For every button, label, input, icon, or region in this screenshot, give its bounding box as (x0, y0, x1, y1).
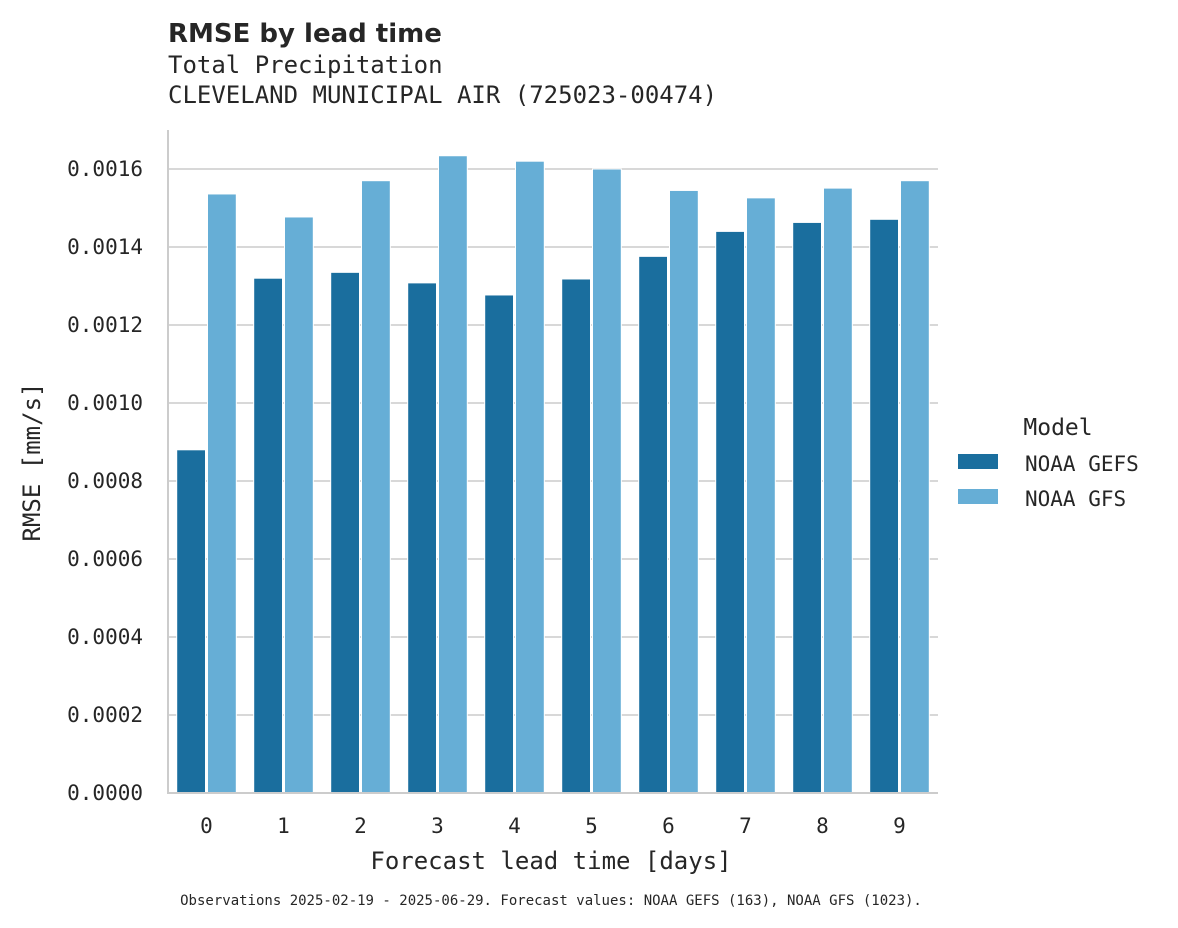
bar-noaa-gfs-6 (669, 189, 699, 794)
bar-noaa-gfs-0 (207, 193, 237, 794)
bar-noaa-gefs-4 (484, 294, 515, 794)
x-tick-label: 2 (354, 814, 367, 838)
y-tick-labels: 0.0000 0.0002 0.0004 0.0006 0.0008 0.0010 0.00… (67, 157, 143, 805)
bar-noaa-gfs-3 (438, 155, 468, 794)
y-tick-label: 0.0008 (67, 469, 143, 493)
bar-noaa-gfs-9 (900, 180, 930, 794)
chart-subtitle-variable: Total Precipitation (168, 51, 443, 79)
bar-noaa-gfs-2 (361, 180, 391, 794)
bar-noaa-gefs-9 (869, 218, 900, 794)
x-tick-label: 4 (508, 814, 521, 838)
x-tick-label: 3 (431, 814, 444, 838)
x-tick-label: 9 (893, 814, 906, 838)
x-tick-label: 0 (200, 814, 213, 838)
y-tick-label: 0.0016 (67, 157, 143, 181)
legend-label-noaa-gfs: NOAA GFS (1025, 487, 1126, 511)
y-tick-label: 0.0006 (67, 547, 143, 571)
bar-noaa-gfs-1 (284, 216, 314, 794)
y-tick-label: 0.0010 (67, 391, 143, 415)
footnote: Observations 2025-02-19 - 2025-06-29. Fo… (180, 893, 922, 909)
bar-noaa-gefs-3 (407, 282, 438, 794)
bar-noaa-gefs-5 (561, 278, 592, 794)
x-tick-label: 8 (816, 814, 829, 838)
y-axis-label: RMSE [mm/s] (18, 383, 46, 542)
y-tick-label: 0.0002 (67, 703, 143, 727)
x-tick-label: 1 (277, 814, 290, 838)
x-tick-label: 6 (662, 814, 675, 838)
legend-label-noaa-gefs: NOAA GEFS (1025, 452, 1139, 476)
y-tick-label: 0.0012 (67, 313, 143, 337)
bar-noaa-gfs-4 (515, 160, 545, 794)
y-tick-label: 0.0000 (67, 781, 143, 805)
legend: Model NOAA GEFS NOAA GFS (958, 415, 1139, 511)
x-tick-label: 7 (739, 814, 752, 838)
x-tick-labels: 0 1 2 3 4 5 6 7 8 9 (200, 814, 906, 838)
bar-noaa-gfs-5 (592, 168, 622, 794)
bar-noaa-gefs-8 (792, 221, 823, 794)
gridlines (168, 168, 938, 716)
bar-noaa-gefs-0 (176, 449, 206, 794)
chart-title: RMSE by lead time (168, 19, 442, 49)
x-tick-label: 5 (585, 814, 598, 838)
bar-noaa-gefs-7 (715, 230, 746, 794)
bars (176, 155, 930, 794)
bar-noaa-gfs-8 (823, 187, 853, 794)
x-axis-label: Forecast lead time [days] (370, 847, 731, 875)
y-tick-label: 0.0004 (67, 625, 143, 649)
bar-noaa-gefs-1 (253, 277, 283, 794)
chart-subtitle-station: CLEVELAND MUNICIPAL AIR (725023-00474) (168, 81, 717, 109)
bar-noaa-gfs-7 (746, 197, 776, 794)
y-tick-label: 0.0014 (67, 235, 143, 259)
legend-title: Model (1023, 415, 1092, 441)
bar-noaa-gefs-6 (638, 255, 669, 794)
legend-swatch-noaa-gefs (958, 454, 998, 469)
legend-swatch-noaa-gfs (958, 489, 998, 504)
bar-noaa-gefs-2 (330, 271, 361, 794)
